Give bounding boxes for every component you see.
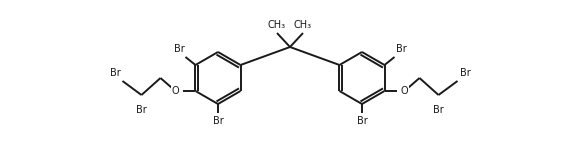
- Text: O: O: [172, 86, 179, 96]
- Text: CH₃: CH₃: [294, 20, 312, 30]
- Text: O: O: [401, 86, 408, 96]
- Text: Br: Br: [174, 44, 184, 54]
- Text: Br: Br: [433, 105, 444, 115]
- Text: Br: Br: [357, 116, 367, 126]
- Text: Br: Br: [459, 68, 470, 78]
- Text: Br: Br: [136, 105, 147, 115]
- Text: Br: Br: [110, 68, 121, 78]
- Text: CH₃: CH₃: [268, 20, 286, 30]
- Text: Br: Br: [213, 116, 223, 126]
- Text: Br: Br: [396, 44, 406, 54]
